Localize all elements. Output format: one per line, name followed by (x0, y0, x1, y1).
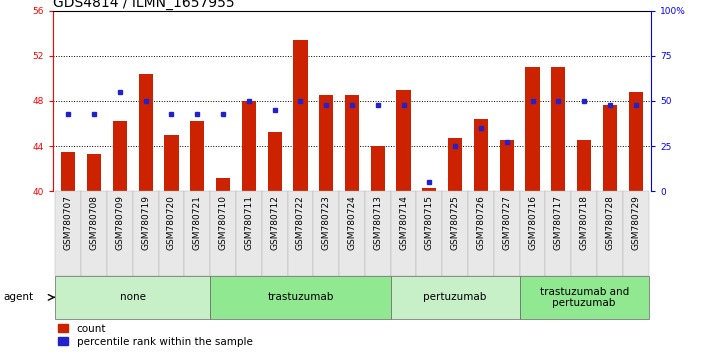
Bar (500, 141, 514, 191)
FancyBboxPatch shape (287, 191, 313, 276)
FancyBboxPatch shape (107, 191, 133, 276)
Text: GSM780720: GSM780720 (167, 195, 176, 250)
Bar (216, 178, 230, 191)
Bar (345, 95, 359, 191)
FancyBboxPatch shape (417, 191, 442, 276)
FancyBboxPatch shape (520, 276, 648, 319)
Legend: count, percentile rank within the sample: count, percentile rank within the sample (58, 324, 253, 347)
Text: GSM780726: GSM780726 (477, 195, 486, 250)
Bar (319, 95, 333, 191)
Text: GSM780724: GSM780724 (348, 195, 356, 250)
FancyBboxPatch shape (236, 191, 262, 276)
FancyBboxPatch shape (184, 191, 210, 276)
Text: GDS4814 / ILMN_1657955: GDS4814 / ILMN_1657955 (53, 0, 234, 10)
FancyBboxPatch shape (339, 191, 365, 276)
FancyBboxPatch shape (623, 191, 648, 276)
Text: agent: agent (4, 292, 34, 302)
FancyBboxPatch shape (56, 276, 210, 319)
Text: GSM780725: GSM780725 (451, 195, 460, 250)
FancyBboxPatch shape (391, 276, 520, 319)
Bar (268, 132, 282, 191)
Text: pertuzumab: pertuzumab (424, 292, 487, 302)
FancyBboxPatch shape (597, 191, 623, 276)
FancyBboxPatch shape (81, 191, 107, 276)
Bar (422, 188, 436, 191)
Text: GSM780715: GSM780715 (425, 195, 434, 250)
Bar (396, 90, 410, 191)
Bar (61, 152, 75, 191)
Bar (551, 67, 565, 191)
Bar (113, 121, 127, 191)
Bar (190, 121, 204, 191)
FancyBboxPatch shape (210, 276, 391, 319)
Text: trastuzumab and
pertuzumab: trastuzumab and pertuzumab (539, 286, 629, 308)
FancyBboxPatch shape (56, 191, 81, 276)
Bar (474, 119, 488, 191)
Text: GSM780707: GSM780707 (64, 195, 73, 250)
Text: GSM780711: GSM780711 (244, 195, 253, 250)
Text: GSM780719: GSM780719 (142, 195, 150, 250)
Bar (603, 105, 617, 191)
Text: GSM780721: GSM780721 (193, 195, 202, 250)
Bar (525, 67, 540, 191)
Text: GSM780722: GSM780722 (296, 195, 305, 250)
FancyBboxPatch shape (391, 191, 417, 276)
Text: GSM780723: GSM780723 (322, 195, 331, 250)
FancyBboxPatch shape (133, 191, 158, 276)
Text: GSM780709: GSM780709 (115, 195, 125, 250)
Text: GSM780716: GSM780716 (528, 195, 537, 250)
Bar (87, 154, 101, 191)
FancyBboxPatch shape (365, 191, 391, 276)
FancyBboxPatch shape (546, 191, 571, 276)
Text: GSM780710: GSM780710 (218, 195, 227, 250)
Text: GSM780729: GSM780729 (631, 195, 640, 250)
Bar (294, 40, 308, 191)
Text: GSM780718: GSM780718 (579, 195, 589, 250)
Bar (164, 135, 179, 191)
Bar (371, 146, 385, 191)
Text: trastuzumab: trastuzumab (268, 292, 334, 302)
Text: none: none (120, 292, 146, 302)
Text: GSM780727: GSM780727 (502, 195, 511, 250)
FancyBboxPatch shape (158, 191, 184, 276)
Text: GSM780717: GSM780717 (554, 195, 562, 250)
Bar (139, 74, 153, 191)
Text: GSM780713: GSM780713 (373, 195, 382, 250)
Text: GSM780714: GSM780714 (399, 195, 408, 250)
FancyBboxPatch shape (262, 191, 287, 276)
Text: GSM780708: GSM780708 (89, 195, 99, 250)
FancyBboxPatch shape (210, 191, 236, 276)
FancyBboxPatch shape (571, 191, 597, 276)
FancyBboxPatch shape (520, 191, 546, 276)
Text: GSM780728: GSM780728 (605, 195, 615, 250)
Bar (577, 141, 591, 191)
Bar (629, 92, 643, 191)
FancyBboxPatch shape (494, 191, 520, 276)
FancyBboxPatch shape (313, 191, 339, 276)
Text: GSM780712: GSM780712 (270, 195, 279, 250)
Bar (448, 138, 463, 191)
FancyBboxPatch shape (468, 191, 494, 276)
Bar (241, 101, 256, 191)
FancyBboxPatch shape (442, 191, 468, 276)
